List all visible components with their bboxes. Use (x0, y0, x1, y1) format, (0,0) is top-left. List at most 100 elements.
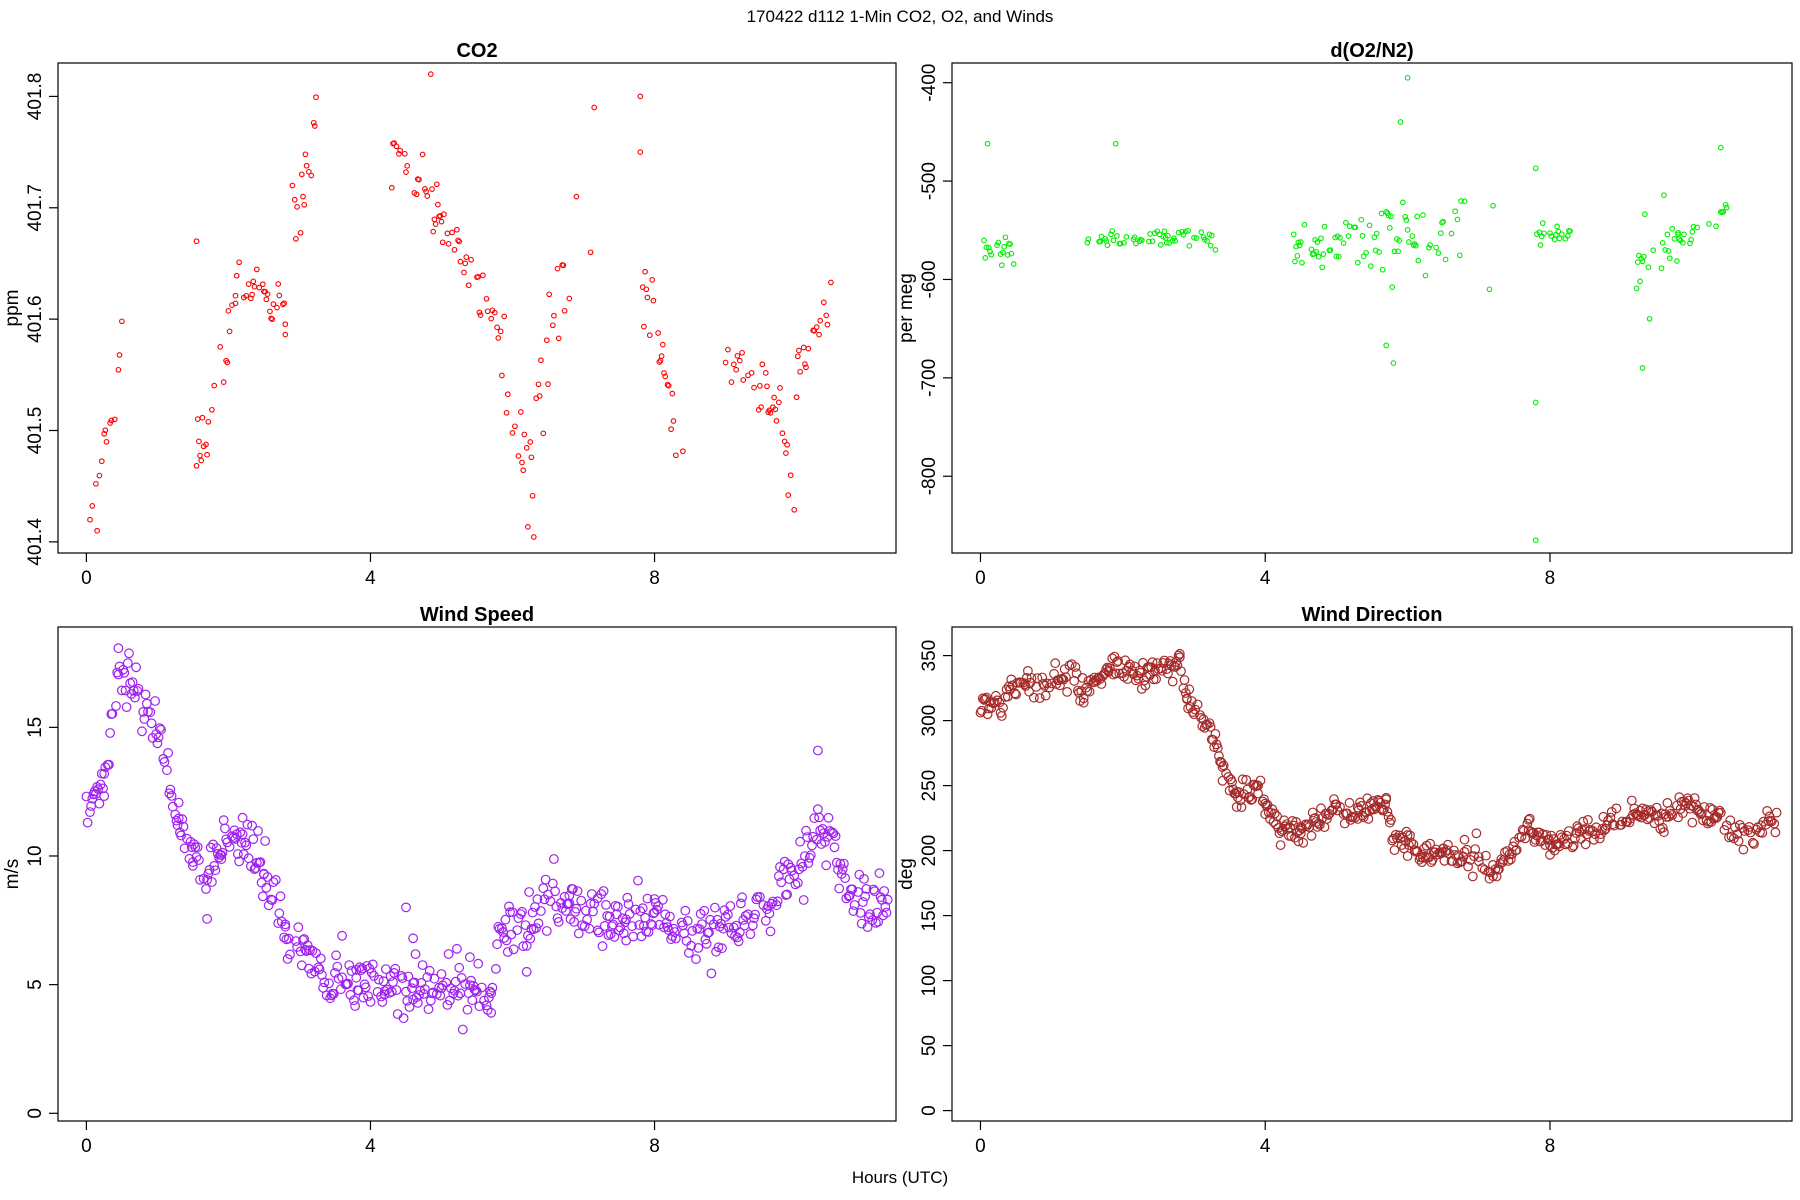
data-point (598, 886, 609, 896)
data-point (1567, 228, 1573, 234)
data-point (983, 244, 990, 251)
data-point (1594, 833, 1605, 844)
data-point (1343, 219, 1349, 226)
data-point (311, 948, 321, 958)
data-point (641, 323, 647, 330)
data-point (980, 694, 991, 704)
data-point (740, 377, 747, 383)
data-point (429, 973, 440, 984)
data-point (276, 292, 283, 299)
data-point (451, 246, 458, 253)
data-point (1667, 810, 1678, 820)
data-point (1640, 253, 1647, 260)
data-point (217, 344, 224, 350)
data-point (362, 961, 372, 971)
data-point (734, 353, 741, 359)
x-tick-label: 4 (365, 1136, 376, 1157)
data-point (855, 908, 866, 918)
data-point (449, 229, 455, 236)
data-point (662, 373, 669, 380)
data-point (648, 908, 659, 919)
data-point (549, 854, 559, 864)
data-point (805, 850, 816, 861)
data-point (739, 920, 750, 931)
data-point (994, 242, 1000, 249)
data-point (424, 193, 431, 199)
data-point (655, 330, 661, 336)
data-point (398, 1013, 409, 1024)
data-point (1690, 223, 1697, 230)
data-point (1292, 258, 1298, 265)
data-point (523, 445, 530, 451)
data-point (466, 975, 477, 986)
data-point (1645, 264, 1652, 271)
data-point (1404, 74, 1411, 81)
data-point (773, 871, 784, 881)
data-point (1362, 793, 1373, 804)
data-point (1072, 685, 1083, 696)
data-point (397, 973, 408, 983)
data-point (538, 357, 544, 364)
data-point (441, 211, 447, 218)
data-point (268, 877, 279, 887)
data-point (1461, 844, 1472, 855)
data-point (1318, 235, 1324, 242)
data-point (569, 917, 579, 927)
data-point (816, 331, 822, 338)
data-point (423, 1004, 434, 1015)
data-point (1459, 847, 1470, 857)
data-point (438, 218, 445, 225)
data-point (573, 928, 584, 939)
data-point (94, 527, 100, 534)
data-point (253, 266, 260, 273)
data-point (1204, 238, 1210, 244)
data-point (433, 181, 440, 188)
data-point (1298, 837, 1309, 848)
data-point (93, 480, 99, 487)
data-point (828, 828, 839, 839)
data-point (1425, 838, 1435, 849)
data-point (541, 926, 552, 936)
data-point (730, 361, 737, 368)
data-point (105, 728, 115, 738)
data-point (1204, 718, 1215, 728)
data-point (1147, 231, 1153, 237)
data-point (787, 472, 794, 479)
data-point (1730, 822, 1740, 833)
data-point (757, 382, 763, 389)
data-point (1639, 365, 1646, 371)
data-point (1192, 699, 1203, 710)
data-point (247, 820, 258, 831)
data-point (454, 226, 460, 233)
data-point (257, 891, 268, 902)
data-points (981, 74, 1730, 544)
data-point (566, 295, 573, 302)
data-point (1149, 238, 1156, 245)
data-point (1205, 722, 1216, 732)
data-point (776, 877, 787, 888)
data-point (797, 368, 803, 375)
data-point (722, 359, 729, 366)
y-tick-label: 401.6 (25, 295, 46, 343)
data-point (210, 865, 221, 876)
data-point (751, 384, 757, 391)
data-point (1766, 816, 1777, 827)
data-point (1378, 210, 1385, 217)
data-point (829, 842, 840, 853)
data-point (455, 237, 461, 244)
data-point (801, 825, 811, 836)
data-point (295, 946, 306, 957)
data-point (1452, 208, 1458, 215)
data-point (1358, 812, 1369, 823)
data-point (103, 759, 114, 770)
plot-frame (57, 626, 897, 1122)
data-point (637, 93, 644, 100)
data-point (281, 300, 287, 307)
data-point (388, 977, 398, 987)
data-point (283, 933, 294, 944)
data-point (274, 304, 280, 311)
y-axis-label: m/s (2, 859, 23, 890)
data-point (441, 977, 452, 988)
data-point (140, 689, 151, 700)
data-point (161, 765, 172, 776)
